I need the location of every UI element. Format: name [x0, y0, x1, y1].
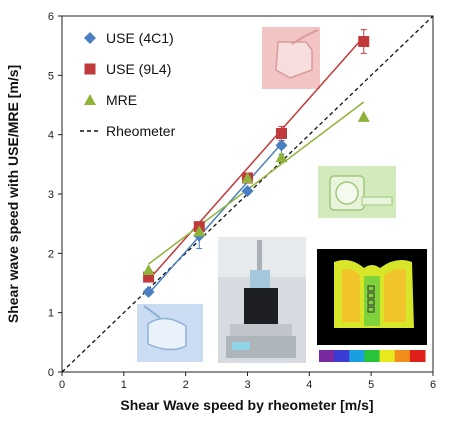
use-9l4-point: [358, 36, 370, 48]
color-scale-segment: [334, 350, 350, 362]
y-tick-label: 2: [48, 248, 54, 260]
x-tick-label: 1: [121, 379, 127, 391]
y-tick-label: 1: [48, 308, 54, 320]
mre-point: [357, 110, 370, 122]
color-scale-segment: [394, 350, 411, 362]
use-4c1-point: [275, 139, 288, 152]
x-tick-label: 2: [183, 379, 189, 391]
y-tick-label: 6: [48, 11, 54, 23]
x-tick-label: 6: [430, 379, 436, 391]
color-scale-segment: [409, 350, 426, 362]
use-4c1-point: [142, 285, 155, 298]
use-9l4-point: [276, 127, 288, 139]
legend-label-rheometer: Rheometer: [106, 123, 176, 139]
transducer-photo-bottom: [137, 304, 203, 362]
mre-point: [142, 263, 155, 275]
reference-dashed-line: [61, 15, 434, 373]
legend-label-use-4c1: USE (4C1): [106, 30, 174, 46]
mri-scanner-photo: [318, 166, 396, 218]
x-tick-label: 4: [306, 379, 312, 391]
y-tick-label: 5: [48, 70, 54, 82]
transducer-photo-top: [262, 27, 320, 89]
x-tick-label: 3: [244, 379, 250, 391]
mre-point: [193, 225, 206, 237]
color-scale-segment: [379, 350, 396, 362]
fit-lines: [148, 36, 365, 295]
use-9l4-fit-line: [148, 36, 365, 281]
data-points: [142, 36, 370, 298]
mre-point: [241, 171, 254, 183]
y-tick-label: 4: [48, 130, 54, 142]
color-scale-bar: [319, 350, 426, 362]
mre-point: [275, 151, 288, 163]
rheometer-setup-photo: [218, 237, 306, 363]
legend-label-mre: MRE: [106, 92, 137, 108]
legend: USE (4C1) USE (9L4) MRE Rheometer: [80, 30, 176, 139]
use-4c1-point: [241, 185, 254, 198]
legend-marker-use-4c1: [84, 32, 96, 44]
y-tick-label: 3: [48, 189, 54, 201]
x-tick-label: 5: [368, 379, 374, 391]
legend-marker-use-9l4: [84, 63, 96, 75]
color-scale-segment: [349, 350, 365, 362]
use-9l4-point: [143, 271, 155, 283]
elastography-map-image: [317, 249, 427, 345]
y-tick-label: 0: [48, 367, 54, 379]
x-tick-label: 0: [59, 379, 65, 391]
rheometer-reference-line: [61, 15, 434, 373]
mre-fit-line: [148, 101, 365, 265]
use-4c1-fit-line: [148, 143, 283, 295]
color-scale-segment: [319, 350, 335, 362]
x-axis-label: Shear Wave speed by rheometer [m/s]: [120, 397, 373, 413]
legend-marker-mre: [84, 94, 96, 105]
legend-label-use-9l4: USE (9L4): [106, 61, 171, 77]
y-axis-label: Shear wave speed with USE/MRE [m/s]: [5, 65, 21, 323]
color-scale-segment: [364, 350, 381, 362]
axis-ticks: 0 1 2 3 4 5 6 0 1 2 3 4 5 6: [48, 11, 436, 391]
